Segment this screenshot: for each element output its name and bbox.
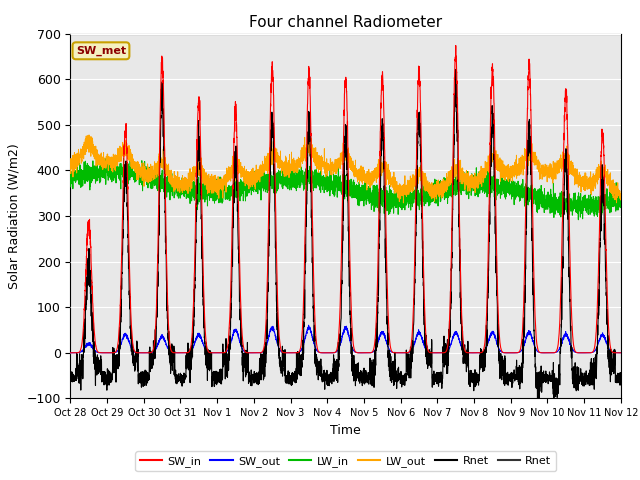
Text: SW_met: SW_met xyxy=(76,46,126,56)
Y-axis label: Solar Radiation (W/m2): Solar Radiation (W/m2) xyxy=(8,143,20,289)
Legend: SW_in, SW_out, LW_in, LW_out, Rnet, Rnet: SW_in, SW_out, LW_in, LW_out, Rnet, Rnet xyxy=(135,451,556,471)
X-axis label: Time: Time xyxy=(330,424,361,437)
Title: Four channel Radiometer: Four channel Radiometer xyxy=(249,15,442,30)
